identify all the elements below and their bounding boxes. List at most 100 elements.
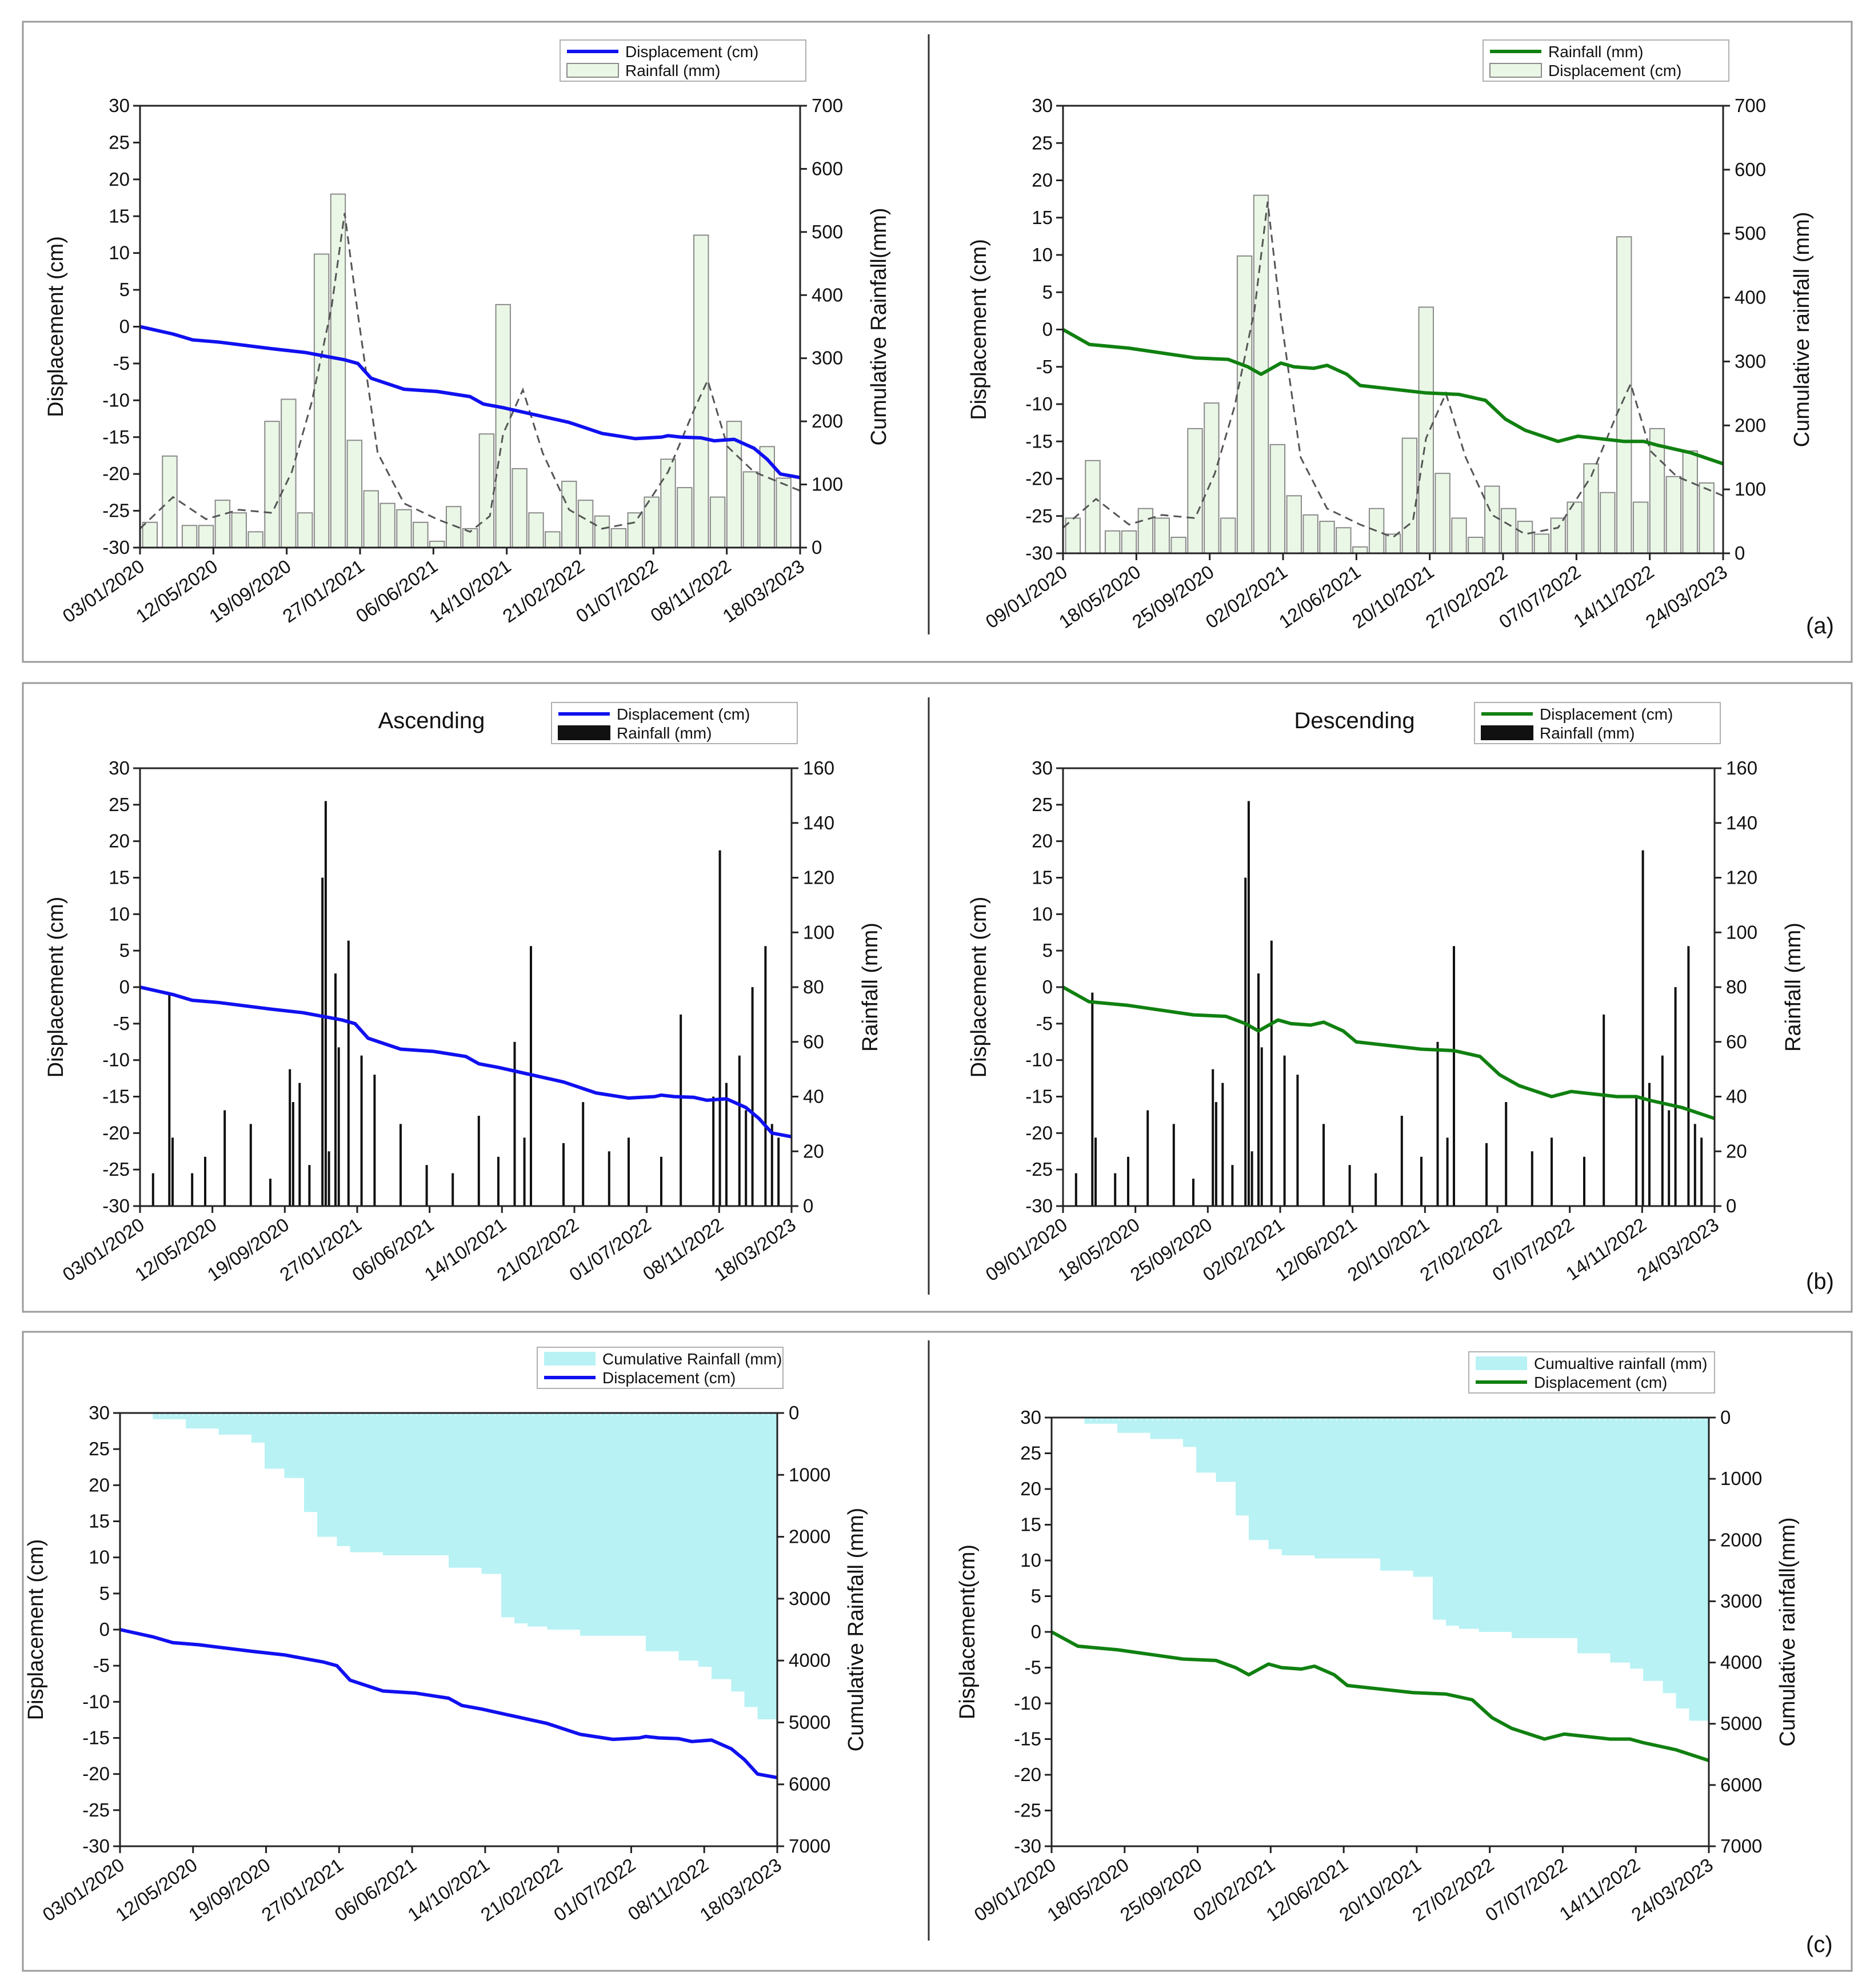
x-tick-label: 12/06/2021 [1271,1213,1361,1285]
rainfall-bar [1531,1151,1533,1206]
rainfall-bar [1091,992,1094,1206]
y-tick-label: 15 [1020,1514,1041,1535]
rainfall-bar [751,987,754,1206]
x-tick-label: 03/01/2020 [58,1213,148,1285]
rainfall-bar [1693,1124,1696,1206]
y-tick-label: 15 [1032,207,1053,228]
rainfall-bar [1231,1165,1234,1206]
chart-a-left: 30 25 20 15 10 5 0 -5 -10 -15 -20 -25 -30 700 600 500 40… [44,39,891,626]
y-tick-label: 10 [89,1547,110,1568]
rainfall-bar [1648,1083,1651,1206]
x-tick-label: 19/09/2020 [185,1854,274,1925]
y2-tick-label: 60 [803,1031,824,1052]
panel-b-letter: (b) [1806,1269,1834,1294]
x-tick-label: 21/02/2022 [493,1213,582,1285]
y-tick-label: 20 [1032,831,1053,852]
legend-label: Cumualtive rainfall (mm) [1534,1355,1707,1372]
x-tick-label: 09/01/2020 [981,1213,1071,1285]
rainfall-bar [360,1055,363,1206]
rainfall-bar [770,1124,773,1206]
rainfall-bar [425,1165,428,1206]
rainfall-bar [330,193,346,549]
rainfall-bar [1270,940,1273,1206]
y2-axis-title: Cumulative rainfall(mm) [1776,1517,1800,1746]
rainfall-bar [324,801,327,1206]
legend-label: Displacement (cm) [617,705,750,723]
rainfall-bar [1401,437,1418,554]
x-tick-label: 19/09/2020 [203,1213,293,1285]
rainfall-bar [1187,428,1203,554]
legend: Displacement (cm)Rainfall (mm) [560,39,806,82]
y2-tick-label: 0 [789,1402,799,1423]
y-tick-label: -15 [102,1086,130,1107]
y-tick-label: 15 [1032,867,1053,888]
rainfall-bar [1687,946,1690,1206]
y-tick-label: 30 [109,95,130,116]
x-tick-label: 12/05/2020 [132,555,222,626]
x-tick-label: 25/09/2020 [1126,1213,1216,1285]
rainfall-bar [142,521,158,548]
y-tick-label: 5 [1042,281,1053,302]
legend-label: Displacement (cm) [1540,705,1673,723]
x-tick-label: 12/05/2020 [111,1854,201,1925]
y2-tick-label: 200 [1735,414,1766,436]
x-tick-label: 07/07/2022 [1481,1854,1571,1925]
rainfall-bar [478,433,495,548]
rainfall-bar [1682,450,1698,554]
rainfall-bar [1127,1156,1129,1206]
rainfall-bar [742,471,759,548]
rainfall-bar [214,500,231,549]
rainfall-bar [281,398,297,548]
x-tick-label: 01/07/2022 [550,1854,640,1925]
rainfall-bar [1699,482,1715,554]
x-tick-label: 06/06/2021 [348,1213,438,1285]
y-tick-label: -10 [1025,393,1053,414]
legend-bar-swatch [1481,725,1533,740]
y2-tick-label: 120 [1726,867,1757,888]
rainfall-bar [337,1047,340,1206]
rainfall-bar [594,515,610,548]
rainfall-bar [249,1124,252,1206]
x-tick-label: 21/02/2022 [498,555,588,626]
rainfall-bar [660,1156,662,1206]
rainfall-bar [181,525,198,548]
rainfall-bar [223,1110,226,1206]
x-tick-label: 27/01/2021 [278,555,368,626]
legend-box [551,702,798,744]
rainfall-bar [1700,1137,1703,1206]
rainfall-bar [451,1173,454,1206]
rainfall-bar [334,973,337,1206]
y2-tick-label: 4000 [789,1650,830,1671]
y2-tick-label: 7000 [789,1835,830,1857]
y2-tick-label: 160 [1726,757,1757,779]
rainfall-bar [1500,508,1517,554]
x-tick-label: 14/10/2021 [425,555,515,626]
rainfall-bar [1436,1041,1439,1206]
cumulative-rainfall-area [1052,1418,1709,1724]
rainfall-bar [413,521,429,548]
legend: Cumulative Rainfall (mm)Displacement (cm… [537,1347,784,1389]
x-tick-label: 01/07/2022 [565,1213,655,1285]
x-tick-label: 06/06/2021 [331,1854,421,1925]
rainfall-bar [298,1083,301,1206]
x-tick-label: 14/10/2021 [403,1854,493,1925]
rainfall-bar [1446,1137,1449,1206]
rainfall-bar [1192,1179,1194,1206]
chart-c-left: 30 25 20 15 10 5 0 -5 -10 -15 -20 -25 -30 0 1000 2000 30… [24,1347,868,1925]
y2-tick-label: 100 [1735,478,1766,500]
rainfall-bar [168,992,171,1206]
y-tick-label: -5 [93,1655,110,1676]
rainfall-trend-line [139,213,801,533]
rainfall-bar [151,1173,154,1206]
legend: Cumualtive rainfall (mm) Displacement (cm… [1468,1351,1715,1394]
y2-tick-label: 140 [1726,812,1757,833]
y2-tick-label: 600 [1735,159,1766,180]
rainfall-bar [776,477,792,548]
plot-frame [139,767,793,1207]
y-axis-title: Displacement (cm) [967,897,991,1078]
y2-tick-label: 0 [1735,542,1745,564]
y-tick-label: 15 [109,867,130,888]
y-tick-label: 0 [1042,319,1053,340]
y-tick-label: -30 [102,1195,130,1216]
y-tick-label: 20 [109,831,130,852]
